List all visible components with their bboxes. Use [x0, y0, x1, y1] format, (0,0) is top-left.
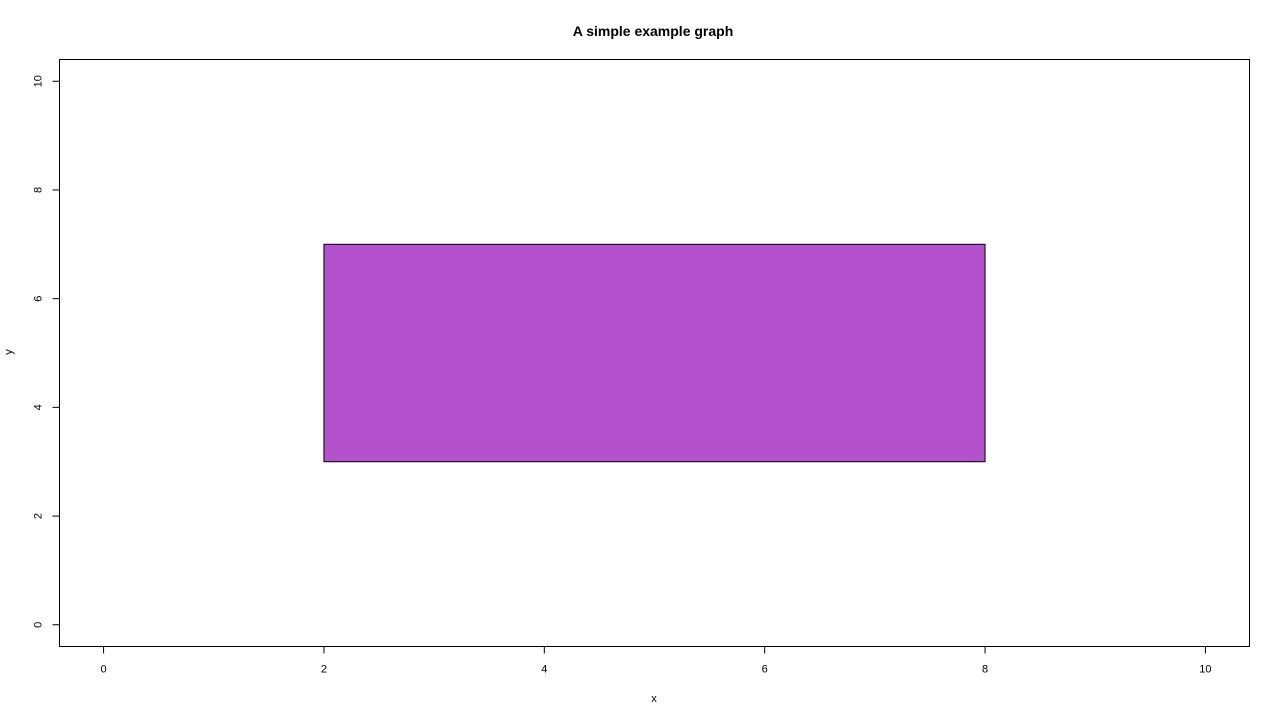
x-tick-label: 8 [982, 664, 988, 676]
y-axis: 0 2 4 6 8 10 [33, 75, 60, 628]
y-tick-label: 8 [33, 187, 45, 193]
y-tick-label: 2 [33, 513, 45, 519]
x-tick-label: 0 [101, 664, 107, 676]
x-tick-label: 10 [1199, 664, 1211, 676]
x-axis: 0 2 4 6 8 10 [101, 646, 1212, 676]
y-tick-label: 6 [33, 296, 45, 302]
y-tick-label: 10 [33, 75, 45, 87]
x-tick-label: 6 [762, 664, 768, 676]
x-tick-label: 4 [541, 664, 547, 676]
rectangle-shape [323, 243, 986, 463]
y-tick-label: 0 [33, 622, 45, 628]
x-axis-title: x [651, 693, 657, 705]
x-tick-label: 2 [321, 664, 327, 676]
shapes-layer [323, 243, 986, 463]
y-axis-title: y [3, 349, 15, 355]
y-tick-label: 4 [33, 404, 45, 410]
chart-title: A simple example graph [573, 23, 734, 39]
